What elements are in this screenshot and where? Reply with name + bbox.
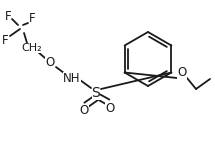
- Text: O: O: [177, 67, 187, 80]
- Text: F: F: [2, 35, 8, 48]
- Text: NH: NH: [63, 71, 81, 84]
- Text: O: O: [45, 57, 55, 70]
- Text: O: O: [79, 104, 89, 117]
- Text: F: F: [5, 9, 11, 23]
- Text: F: F: [29, 13, 35, 26]
- Text: CH₂: CH₂: [22, 43, 42, 53]
- Text: S: S: [92, 86, 100, 100]
- Text: O: O: [105, 102, 115, 114]
